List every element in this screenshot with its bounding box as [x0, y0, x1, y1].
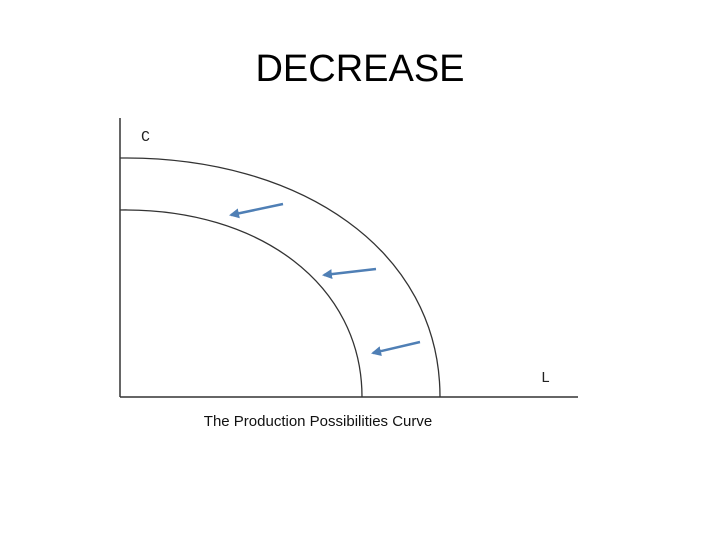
shift-arrow	[371, 340, 421, 357]
slide-title: DECREASE	[255, 48, 464, 90]
x-axis-label: L	[541, 370, 550, 387]
y-axis-label: C	[141, 129, 150, 146]
shift-arrow	[229, 202, 284, 219]
outer-ppc-curve	[119, 157, 441, 398]
caption: The Production Possibilities Curve	[204, 413, 432, 430]
shift-arrow	[322, 267, 377, 280]
inner-ppc-curve	[119, 209, 363, 398]
